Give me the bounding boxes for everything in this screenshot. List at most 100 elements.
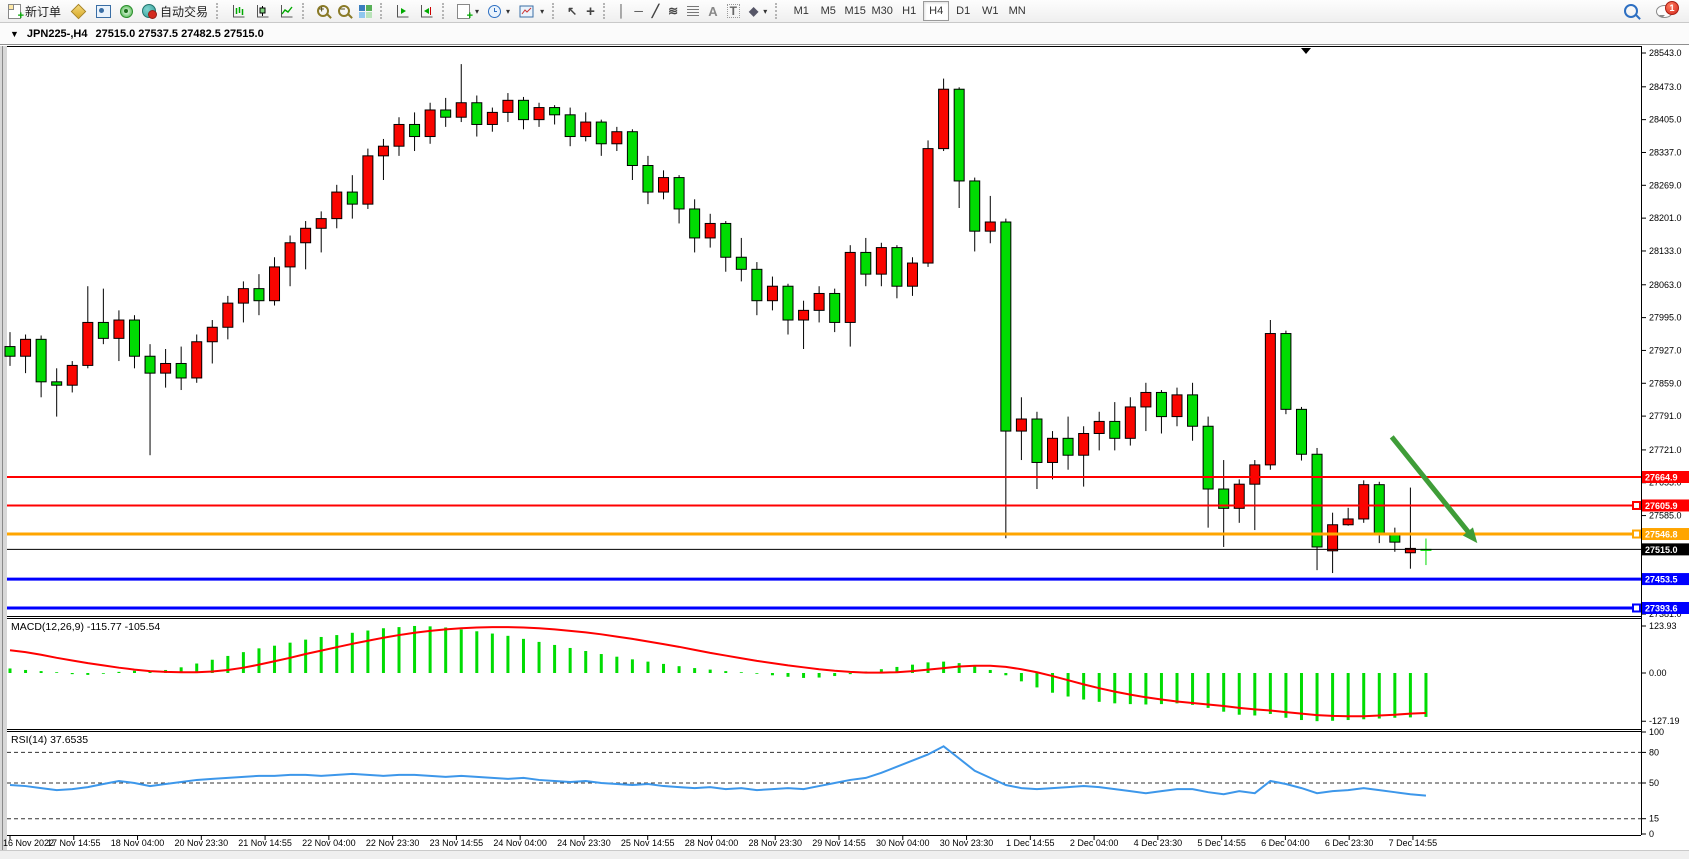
timeframe-button-W1[interactable]: W1	[981, 5, 999, 17]
auto-scroll-icon	[397, 4, 409, 17]
svg-text:1 Dec 14:55: 1 Dec 14:55	[1006, 838, 1055, 848]
candlestick-series	[4, 64, 1432, 574]
auto-scroll-button[interactable]	[391, 1, 414, 21]
equidistant-channel-button[interactable]: ≋	[664, 1, 682, 21]
toolbar-grip	[602, 3, 610, 19]
navigator-icon	[96, 4, 112, 18]
collapse-icon[interactable]: ▼	[10, 28, 19, 39]
text-button[interactable]: A	[704, 1, 721, 21]
zoom-in-button[interactable]: +	[313, 1, 333, 21]
crosshair-icon: +	[586, 2, 595, 20]
svg-text:4 Dec 23:30: 4 Dec 23:30	[1134, 838, 1183, 848]
trendline-button[interactable]: ╱	[648, 1, 663, 21]
mql-community-button[interactable]	[116, 1, 137, 21]
shapes-dropdown[interactable]: ◆ ▾	[745, 1, 771, 21]
new-order-button[interactable]: + 新订单	[4, 1, 65, 21]
zoom-in-icon: +	[317, 4, 330, 17]
svg-text:28269.0: 28269.0	[1649, 180, 1682, 190]
price-tag	[1642, 528, 1689, 541]
notification-badge: 1	[1665, 0, 1679, 15]
price-tag-value: 27546.8	[1645, 530, 1678, 540]
arrow-head[interactable]	[1462, 527, 1478, 544]
line-handle[interactable]	[1632, 603, 1641, 613]
autotrading-label: 自动交易	[160, 4, 209, 19]
svg-text:27859.0: 27859.0	[1649, 378, 1682, 388]
svg-text:27995.0: 27995.0	[1649, 313, 1682, 323]
svg-text:2 Dec 04:00: 2 Dec 04:00	[1070, 838, 1119, 848]
autotrading-button[interactable]: 自动交易	[138, 1, 212, 21]
timeframe-button-H1[interactable]: H1	[902, 5, 917, 17]
svg-text:0: 0	[1649, 829, 1654, 839]
toolbar-grip	[775, 3, 782, 19]
price-tag-value: 27515.0	[1645, 545, 1678, 555]
timeframe-button-M5[interactable]: M5	[820, 5, 836, 17]
timeframe-button-M1[interactable]: M1	[793, 5, 809, 17]
vertical-line-icon: │	[617, 4, 626, 18]
sell-arrow-annotation[interactable]	[1389, 435, 1478, 544]
crosshair-button[interactable]: +	[582, 1, 599, 21]
chart-shift-marker[interactable]	[1301, 48, 1311, 54]
zoom-out-button[interactable]: −	[334, 1, 354, 21]
fibonacci-button[interactable]	[683, 1, 703, 21]
chart-background	[0, 46, 1689, 859]
price-tag	[1642, 601, 1689, 614]
svg-text:28405.0: 28405.0	[1649, 115, 1682, 125]
horizontal-level-lines[interactable]	[7, 475, 1641, 613]
rsi-pane: RSI(14) 37.6535	[7, 734, 1641, 820]
candlestick-chart-button[interactable]	[251, 1, 274, 21]
label-button[interactable]: T	[723, 1, 744, 21]
toolbar-grip	[442, 3, 449, 19]
toolbar-grip	[216, 3, 223, 19]
chat-button[interactable]: 1	[1652, 0, 1679, 21]
timeframe-button-H4[interactable]: H4	[923, 1, 950, 21]
svg-text:28473.0: 28473.0	[1649, 82, 1682, 92]
timeframe-button-M15[interactable]: M15	[844, 5, 866, 17]
chevron-down-icon: ▾	[763, 6, 768, 16]
new-chart-dropdown[interactable]: + ▾	[453, 1, 483, 21]
svg-text:6 Dec 04:00: 6 Dec 04:00	[1261, 838, 1310, 848]
svg-text:80: 80	[1649, 747, 1659, 757]
arrow-shaft[interactable]	[1389, 435, 1473, 537]
svg-text:27585.0: 27585.0	[1649, 511, 1682, 521]
templates-dropdown[interactable]: ▾	[515, 1, 548, 21]
price-tag	[1642, 499, 1689, 512]
svg-text:50: 50	[1649, 778, 1659, 788]
timeframe-button-M30[interactable]: M30	[871, 5, 893, 17]
svg-text:25 Nov 14:55: 25 Nov 14:55	[621, 838, 675, 848]
tile-windows-button[interactable]	[355, 1, 376, 21]
new-order-icon: +	[8, 3, 24, 21]
svg-text:28201.0: 28201.0	[1649, 213, 1682, 223]
svg-text:28133.0: 28133.0	[1649, 246, 1682, 256]
price-tag-value: 27605.9	[1645, 501, 1678, 511]
chart-window-titlebar[interactable]: ▼ JPN225-,H4 27515.0 27537.5 27482.5 275…	[0, 23, 1689, 45]
candlestick-chart-icon	[257, 4, 269, 17]
svg-text:28 Nov 23:30: 28 Nov 23:30	[748, 838, 802, 848]
line-handle[interactable]	[1632, 529, 1641, 539]
periods-dropdown[interactable]: ▾	[484, 1, 514, 21]
svg-text:123.93: 123.93	[1649, 621, 1677, 631]
cursor-button[interactable]: ↖	[563, 1, 581, 21]
navigator-button[interactable]	[92, 1, 115, 21]
line-handle[interactable]	[1632, 500, 1641, 510]
shapes-icon: ◆	[748, 4, 759, 18]
timeframe-button-MN[interactable]: MN	[1008, 5, 1026, 17]
vertical-line-button[interactable]: │	[614, 1, 630, 21]
template-icon	[519, 5, 534, 17]
bar-chart-button[interactable]	[227, 1, 250, 21]
search-button[interactable]	[1620, 1, 1642, 21]
svg-text:27381.0: 27381.0	[1649, 609, 1682, 619]
macd-signal-line	[9, 626, 1426, 718]
main-toolbar: + 新订单 自动交易 + − +	[0, 0, 1689, 23]
trendline-icon: ╱	[651, 4, 660, 18]
timeframe-button-D1[interactable]: D1	[956, 5, 971, 17]
text-icon: A	[708, 3, 718, 19]
metaeditor-button[interactable]	[66, 1, 91, 21]
line-chart-button[interactable]	[275, 1, 298, 21]
chart-shift-button[interactable]	[415, 1, 438, 21]
horizontal-line-button[interactable]: ─	[630, 1, 647, 21]
svg-text:15: 15	[1649, 814, 1659, 824]
line-chart-icon	[281, 4, 293, 17]
